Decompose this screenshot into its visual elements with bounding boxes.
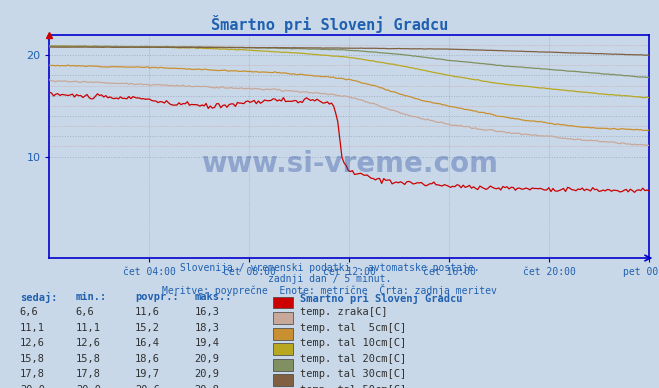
Text: temp. tal 20cm[C]: temp. tal 20cm[C] — [300, 354, 406, 364]
Text: maks.:: maks.: — [194, 292, 232, 302]
Text: Meritve: povprečne  Enote: metrične  Črta: zadnja meritev: Meritve: povprečne Enote: metrične Črta:… — [162, 284, 497, 296]
Text: 20,8: 20,8 — [194, 385, 219, 388]
Text: 15,2: 15,2 — [135, 323, 160, 333]
Text: temp. zraka[C]: temp. zraka[C] — [300, 307, 387, 317]
Text: sedaj:: sedaj: — [20, 292, 57, 303]
Text: temp. tal 50cm[C]: temp. tal 50cm[C] — [300, 385, 406, 388]
Text: 20,0: 20,0 — [20, 385, 45, 388]
Text: 15,8: 15,8 — [20, 354, 45, 364]
Text: 11,1: 11,1 — [20, 323, 45, 333]
Text: 12,6: 12,6 — [76, 338, 101, 348]
Text: Slovenija / vremenski podatki - avtomatske postaje.: Slovenija / vremenski podatki - avtomats… — [180, 263, 479, 273]
Text: 20,0: 20,0 — [76, 385, 101, 388]
Text: 12,6: 12,6 — [20, 338, 45, 348]
Text: 6,6: 6,6 — [76, 307, 94, 317]
Text: zadnji dan / 5 minut.: zadnji dan / 5 minut. — [268, 274, 391, 284]
Text: www.si-vreme.com: www.si-vreme.com — [201, 150, 498, 178]
Text: 18,6: 18,6 — [135, 354, 160, 364]
Text: min.:: min.: — [76, 292, 107, 302]
Text: 19,4: 19,4 — [194, 338, 219, 348]
Text: temp. tal 30cm[C]: temp. tal 30cm[C] — [300, 369, 406, 379]
Text: temp. tal  5cm[C]: temp. tal 5cm[C] — [300, 323, 406, 333]
Text: 18,3: 18,3 — [194, 323, 219, 333]
Text: 20,9: 20,9 — [194, 369, 219, 379]
Text: 16,3: 16,3 — [194, 307, 219, 317]
Text: 20,6: 20,6 — [135, 385, 160, 388]
Text: Šmartno pri Slovenj Gradcu: Šmartno pri Slovenj Gradcu — [300, 292, 463, 304]
Text: temp. tal 10cm[C]: temp. tal 10cm[C] — [300, 338, 406, 348]
Text: 19,7: 19,7 — [135, 369, 160, 379]
Text: 17,8: 17,8 — [76, 369, 101, 379]
Text: 20,9: 20,9 — [194, 354, 219, 364]
Text: povpr.:: povpr.: — [135, 292, 179, 302]
Text: 11,6: 11,6 — [135, 307, 160, 317]
Text: 15,8: 15,8 — [76, 354, 101, 364]
Text: Šmartno pri Slovenj Gradcu: Šmartno pri Slovenj Gradcu — [211, 15, 448, 33]
Text: 11,1: 11,1 — [76, 323, 101, 333]
Text: 6,6: 6,6 — [20, 307, 38, 317]
Text: 16,4: 16,4 — [135, 338, 160, 348]
Text: 17,8: 17,8 — [20, 369, 45, 379]
